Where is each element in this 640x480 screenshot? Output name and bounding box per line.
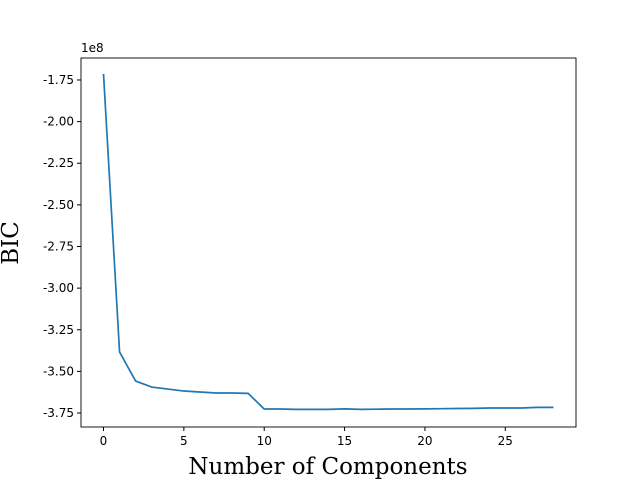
data-line	[102, 73, 554, 411]
plot-frame	[80, 57, 577, 428]
y-tick-label: -1.75	[43, 73, 74, 87]
y-tick-label: -2.75	[43, 239, 74, 253]
x-tick-label: 10	[257, 434, 272, 448]
x-axis-label: Number of Components	[188, 454, 467, 480]
x-tick-label: 5	[180, 434, 188, 448]
y-tick-label: -3.75	[43, 406, 74, 420]
x-tick-label: 25	[498, 434, 513, 448]
x-tick-label: 0	[100, 434, 108, 448]
y-axis-label: BIC	[0, 221, 24, 265]
y-tick-label: -3.50	[43, 364, 74, 378]
y-offset-text: 1e8	[81, 41, 104, 55]
y-tick-label: -2.00	[43, 115, 74, 129]
y-tick-label: -3.00	[43, 281, 74, 295]
y-tick-label: -3.25	[43, 323, 74, 337]
y-tick-label: -2.50	[43, 198, 74, 212]
x-tick-label: 15	[337, 434, 352, 448]
x-tick-label: 20	[417, 434, 432, 448]
y-tick-label: -2.25	[43, 156, 74, 170]
